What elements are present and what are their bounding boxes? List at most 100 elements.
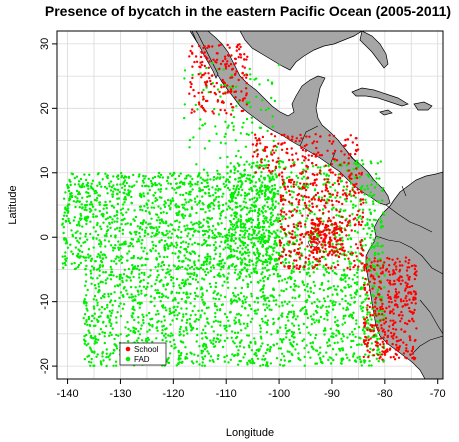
- point-fad: [77, 220, 81, 224]
- point-fad: [169, 269, 172, 272]
- point-fad: [276, 272, 279, 276]
- point-fad: [133, 209, 136, 212]
- point-fad: [248, 227, 251, 230]
- point-fad: [119, 333, 122, 336]
- point-school: [233, 63, 236, 66]
- point-school: [226, 91, 229, 94]
- point-fad: [213, 275, 216, 279]
- point-fad: [122, 287, 126, 290]
- point-fad: [205, 317, 209, 320]
- point-fad: [342, 335, 345, 338]
- point-fad: [246, 334, 249, 337]
- point-fad: [174, 308, 177, 312]
- point-fad: [176, 186, 179, 190]
- point-fad: [150, 206, 153, 209]
- point-school: [345, 234, 348, 237]
- point-fad: [213, 107, 216, 111]
- point-fad: [351, 278, 354, 281]
- point-fad: [178, 334, 181, 337]
- point-fad: [219, 334, 222, 337]
- point-fad: [183, 203, 186, 206]
- point-school: [223, 55, 227, 58]
- point-fad: [357, 165, 360, 169]
- point-fad: [106, 217, 110, 220]
- point-fad: [297, 357, 300, 361]
- point-fad: [112, 260, 116, 263]
- point-school: [204, 72, 207, 75]
- point-school: [335, 199, 338, 203]
- point-school: [406, 322, 409, 326]
- point-fad: [249, 174, 252, 177]
- point-school: [408, 266, 411, 269]
- point-fad: [213, 304, 217, 308]
- point-school: [287, 200, 291, 203]
- point-school: [286, 135, 289, 138]
- point-fad: [214, 236, 217, 240]
- point-fad: [249, 209, 252, 213]
- point-fad: [172, 338, 175, 342]
- point-fad: [355, 283, 359, 286]
- point-fad: [266, 348, 269, 352]
- point-fad: [90, 357, 93, 361]
- point-fad: [360, 159, 364, 162]
- point-school: [329, 267, 333, 270]
- point-fad: [114, 228, 117, 231]
- point-fad: [227, 272, 230, 275]
- point-school: [354, 152, 357, 156]
- point-school: [347, 221, 350, 225]
- point-school: [356, 246, 359, 250]
- point-fad: [292, 191, 295, 194]
- point-fad: [356, 268, 359, 272]
- point-school: [388, 348, 392, 351]
- point-school: [324, 244, 327, 247]
- point-fad: [221, 345, 225, 349]
- point-fad: [251, 245, 255, 249]
- point-fad: [273, 236, 277, 240]
- point-school: [374, 340, 377, 344]
- point-fad: [319, 360, 323, 364]
- point-fad: [229, 162, 232, 165]
- point-fad: [163, 319, 166, 322]
- point-fad: [308, 274, 311, 278]
- point-school: [305, 182, 308, 186]
- point-fad: [294, 318, 298, 321]
- point-fad: [203, 278, 206, 281]
- point-fad: [189, 214, 192, 218]
- point-fad: [175, 246, 178, 249]
- point-fad: [367, 175, 370, 178]
- point-fad: [68, 199, 71, 202]
- point-fad: [87, 354, 91, 357]
- point-fad: [261, 245, 265, 248]
- point-fad: [186, 227, 189, 230]
- point-fad: [207, 188, 211, 191]
- point-school: [395, 292, 399, 296]
- point-fad: [142, 192, 145, 195]
- point-fad: [104, 282, 108, 285]
- point-fad: [192, 250, 196, 254]
- point-fad: [152, 194, 155, 197]
- point-fad: [336, 285, 340, 288]
- point-fad: [182, 291, 185, 294]
- point-school: [238, 43, 241, 46]
- point-fad: [149, 318, 152, 321]
- point-school: [209, 79, 212, 83]
- point-school: [334, 266, 337, 269]
- point-school: [319, 169, 322, 172]
- point-school: [206, 57, 209, 60]
- point-fad: [143, 271, 146, 275]
- point-fad: [297, 185, 300, 188]
- point-fad: [236, 246, 239, 250]
- point-fad: [216, 337, 220, 341]
- point-fad: [113, 337, 116, 341]
- point-school: [254, 136, 257, 140]
- point-school: [383, 310, 386, 313]
- point-fad: [329, 195, 332, 198]
- point-fad: [370, 242, 374, 245]
- point-school: [318, 257, 321, 260]
- point-fad: [158, 255, 161, 258]
- point-fad: [218, 217, 222, 220]
- point-fad: [112, 364, 115, 367]
- point-school: [324, 189, 327, 192]
- point-fad: [132, 305, 135, 308]
- x-tick-label: -130: [109, 388, 131, 400]
